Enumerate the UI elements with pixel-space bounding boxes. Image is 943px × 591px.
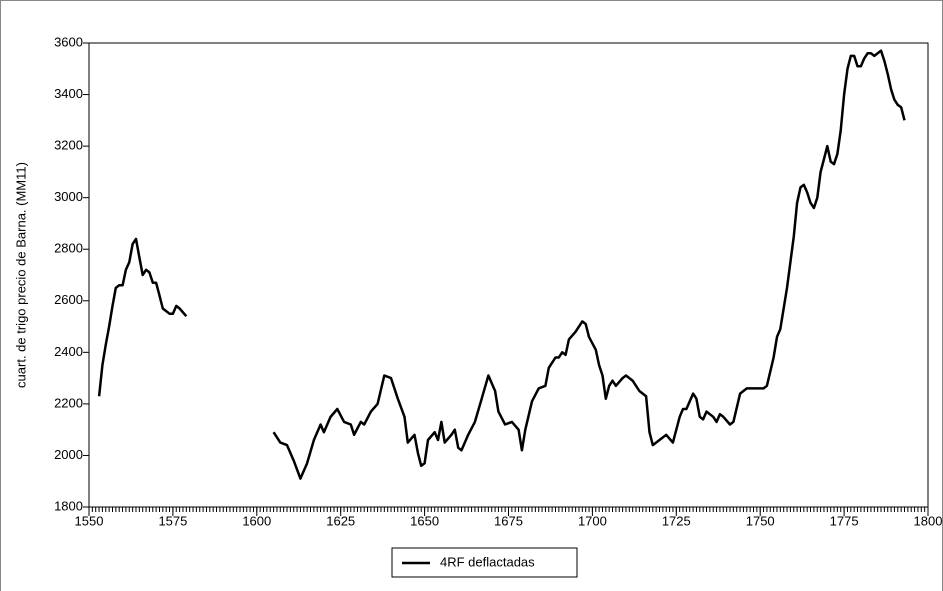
y-tick-label: 2400 (54, 344, 83, 359)
data-line (97, 49, 906, 480)
x-tick-label: 1550 (75, 513, 104, 528)
x-tick-label: 1725 (662, 513, 691, 528)
x-tick-label: 1575 (158, 513, 187, 528)
legend-label: 4RF deflactadas (440, 554, 535, 569)
y-axis-label: cuart. de trigo precio de Barna. (MM11) (13, 162, 28, 388)
y-tick-label: 2600 (54, 292, 83, 307)
y-tick-label: 1800 (54, 498, 83, 513)
y-tick-label: 3600 (54, 34, 83, 49)
x-tick-label: 1700 (578, 513, 607, 528)
x-tick-label: 1675 (494, 513, 523, 528)
x-tick-label: 1650 (410, 513, 439, 528)
y-tick-label: 2800 (54, 241, 83, 256)
y-tick-label: 3000 (54, 189, 83, 204)
x-tick-label: 1750 (746, 513, 775, 528)
x-tick-label: 1600 (242, 513, 271, 528)
y-tick-label: 3200 (54, 138, 83, 153)
y-tick-label: 2000 (54, 447, 83, 462)
y-tick-label: 3400 (54, 86, 83, 101)
x-tick-label: 1800 (914, 513, 943, 528)
x-tick-label: 1775 (830, 513, 859, 528)
x-tick-label: 1625 (326, 513, 355, 528)
y-tick-label: 2200 (54, 395, 83, 410)
plot-area (88, 42, 929, 508)
legend: 4RF deflactadas (391, 547, 578, 578)
